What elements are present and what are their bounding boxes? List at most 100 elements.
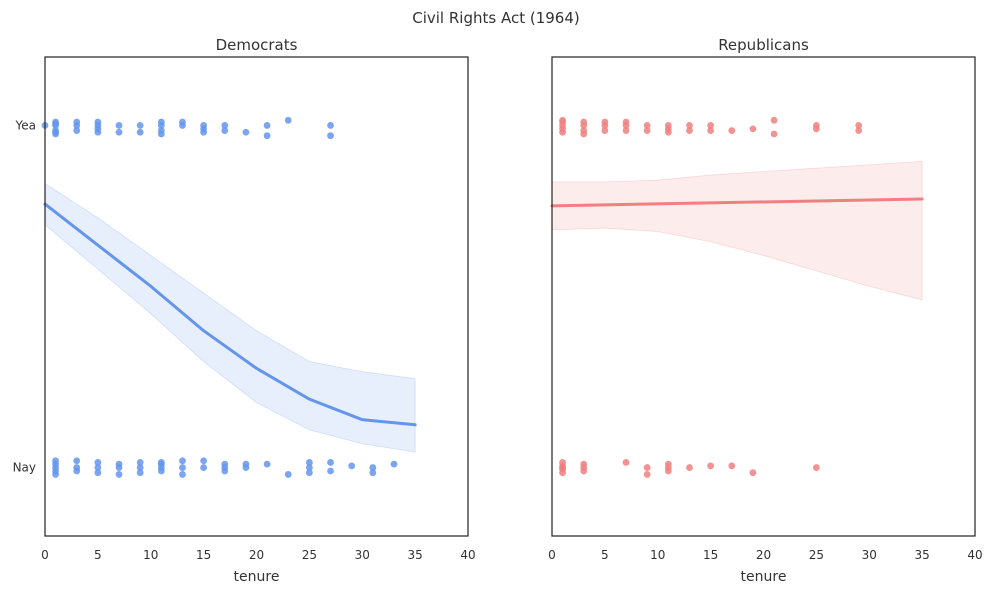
panel-1-nay-point-23 [179,471,186,478]
panel-1-yea-point-29 [242,128,250,136]
panel-1-nay-point-21 [179,464,186,471]
panel-2-yea-point-14 [622,118,630,126]
panel-1-yea-point-26 [200,125,208,133]
panel-2-frame [551,56,976,537]
panel-2-x-tick-0: 0 [548,548,556,562]
panel-1-yea-point-28 [221,127,229,134]
panel-1-x-tick-15: 15 [196,548,211,562]
panel-2-x-tick-15: 15 [703,548,718,562]
panel-1-nay-point-31 [263,460,271,468]
panel-2-yea-point-7 [580,118,588,126]
panel-2-nay-point-18 [812,464,820,471]
panel-1-nay-point-13 [115,471,123,478]
panel-1-nay-point-19 [157,467,165,475]
panel-2-yea-point-10 [601,127,609,134]
panel-2-nay-point-10 [643,471,651,478]
panel-1-nay-point-16 [136,469,144,477]
panel-2-yea-point-13 [622,127,630,134]
panel-2-yea-point-19 [664,125,672,133]
panel-1-yea-point-21 [157,118,165,126]
panel-1-nay-point-36 [327,459,334,466]
panel-1-nay-point-38 [348,462,356,470]
panel-2-x-tick-30: 30 [862,548,877,562]
panel-2-yea-point-26 [770,116,778,124]
panel-1-yea-point-16 [136,122,144,129]
panel-1-nay-point-35 [305,469,313,477]
panel-1-yea-point-34 [327,132,334,140]
panel-1-x-tick-25: 25 [302,548,317,562]
panel-1-nay-point-28 [221,467,229,475]
panel-1-x-tick-5: 5 [94,548,102,562]
panel-2-nay-point-6 [580,460,588,468]
panel-1-yea-point-5 [52,120,59,128]
panel-1-nay-point-30 [242,460,250,468]
panel-2-x-tick-20: 20 [756,548,771,562]
panel-1-yea-point-12 [94,118,102,126]
panel-2-yea-point-15 [643,122,651,129]
panel-2-yea-point-29 [812,125,820,133]
panel-1-yea-point-27 [221,122,229,129]
panel-1-nay-point-7 [73,467,81,475]
panel-1-nay-point-3 [52,460,59,468]
panel-1-nay-point-33 [305,464,313,471]
panel-2-nay-point-13 [664,467,672,475]
panel-1-x-tick-0: 0 [41,548,49,562]
panel-1-fit-line [43,202,417,427]
panel-1-nay-point-32 [284,471,292,478]
panel-1-nay-point-15 [136,459,144,466]
panel-1-yea-point-6 [52,130,59,138]
panel-1-yea-point-33 [327,122,334,129]
panel-2-yea-point-25 [749,125,757,133]
panel-1-nay-point-41 [390,460,398,468]
panel-1-title: Democrats [216,36,298,54]
panel-2-yea-point-11 [601,118,609,126]
panel-1-yea-point-9 [73,118,81,126]
panel-2-yea-point-20 [686,122,693,129]
panel-2-nay-point-15 [707,462,715,470]
panel-1-nay-point-20 [157,459,165,466]
panel-2-yea-point-8 [580,130,588,138]
panel-2-yea-point-23 [707,127,715,134]
panel-1-nay-point-9 [94,459,102,466]
panel-1-yea-point-15 [115,128,123,136]
figure-title: Civil Rights Act (1964) [412,9,579,27]
panel-1-nay-point-25 [200,457,208,465]
panel-2-yea-point-4 [559,116,566,124]
panel-2-yea-point-16 [643,127,651,134]
panel-1-nay-point-37 [327,467,334,475]
panel-2-yea-point-3 [559,128,566,136]
panel-1-yea-point-14 [115,122,123,129]
panel-2-nay-point-12 [664,460,672,468]
panel-2-title: Republicans [718,36,809,54]
panel-1-nay-point-27 [221,460,229,468]
panel-2-confidence-band [551,160,923,301]
panel-1-yea-point-30 [263,132,271,140]
panel-2-x-tick-35: 35 [914,548,929,562]
panel-2-yea-point-21 [686,127,693,134]
panel-2-yea-point-27 [770,130,778,138]
panel-1-yea-point-20 [157,130,165,138]
panel-2-yea-point-22 [707,122,715,129]
panel-1-confidence-band [44,182,416,453]
panel-1-nay-point-12 [115,460,123,468]
panel-2-x-tick-10: 10 [650,548,665,562]
panel-1-x-axis-label: tenure [234,569,280,585]
panel-2-nay-point-4 [559,465,566,473]
panel-1-y-tick-nay: Nay [13,461,36,475]
panel-1-nay-point-39 [369,464,377,471]
panel-2-yea-point-30 [855,122,863,129]
panel-1-nay-point-10 [94,469,102,477]
panel-1-x-tick-35: 35 [407,548,422,562]
panel-1-x-tick-10: 10 [143,548,158,562]
panel-1-nay-point-34 [305,459,313,466]
panel-1-nay-point-8 [94,464,102,471]
panel-1-y-tick-yea: Yea [15,118,36,132]
panel-1-yea-point-17 [136,128,144,136]
panel-1-x-tick-30: 30 [355,548,370,562]
panel-1-yea-point-31 [263,122,271,129]
panel-2-x-tick-40: 40 [967,548,982,562]
panel-1-nay-point-4 [52,467,59,475]
panel-1-nay-point-24 [200,464,208,471]
panel-1-nay-point-14 [136,464,144,471]
panel-2-x-axis-label: tenure [741,569,787,585]
